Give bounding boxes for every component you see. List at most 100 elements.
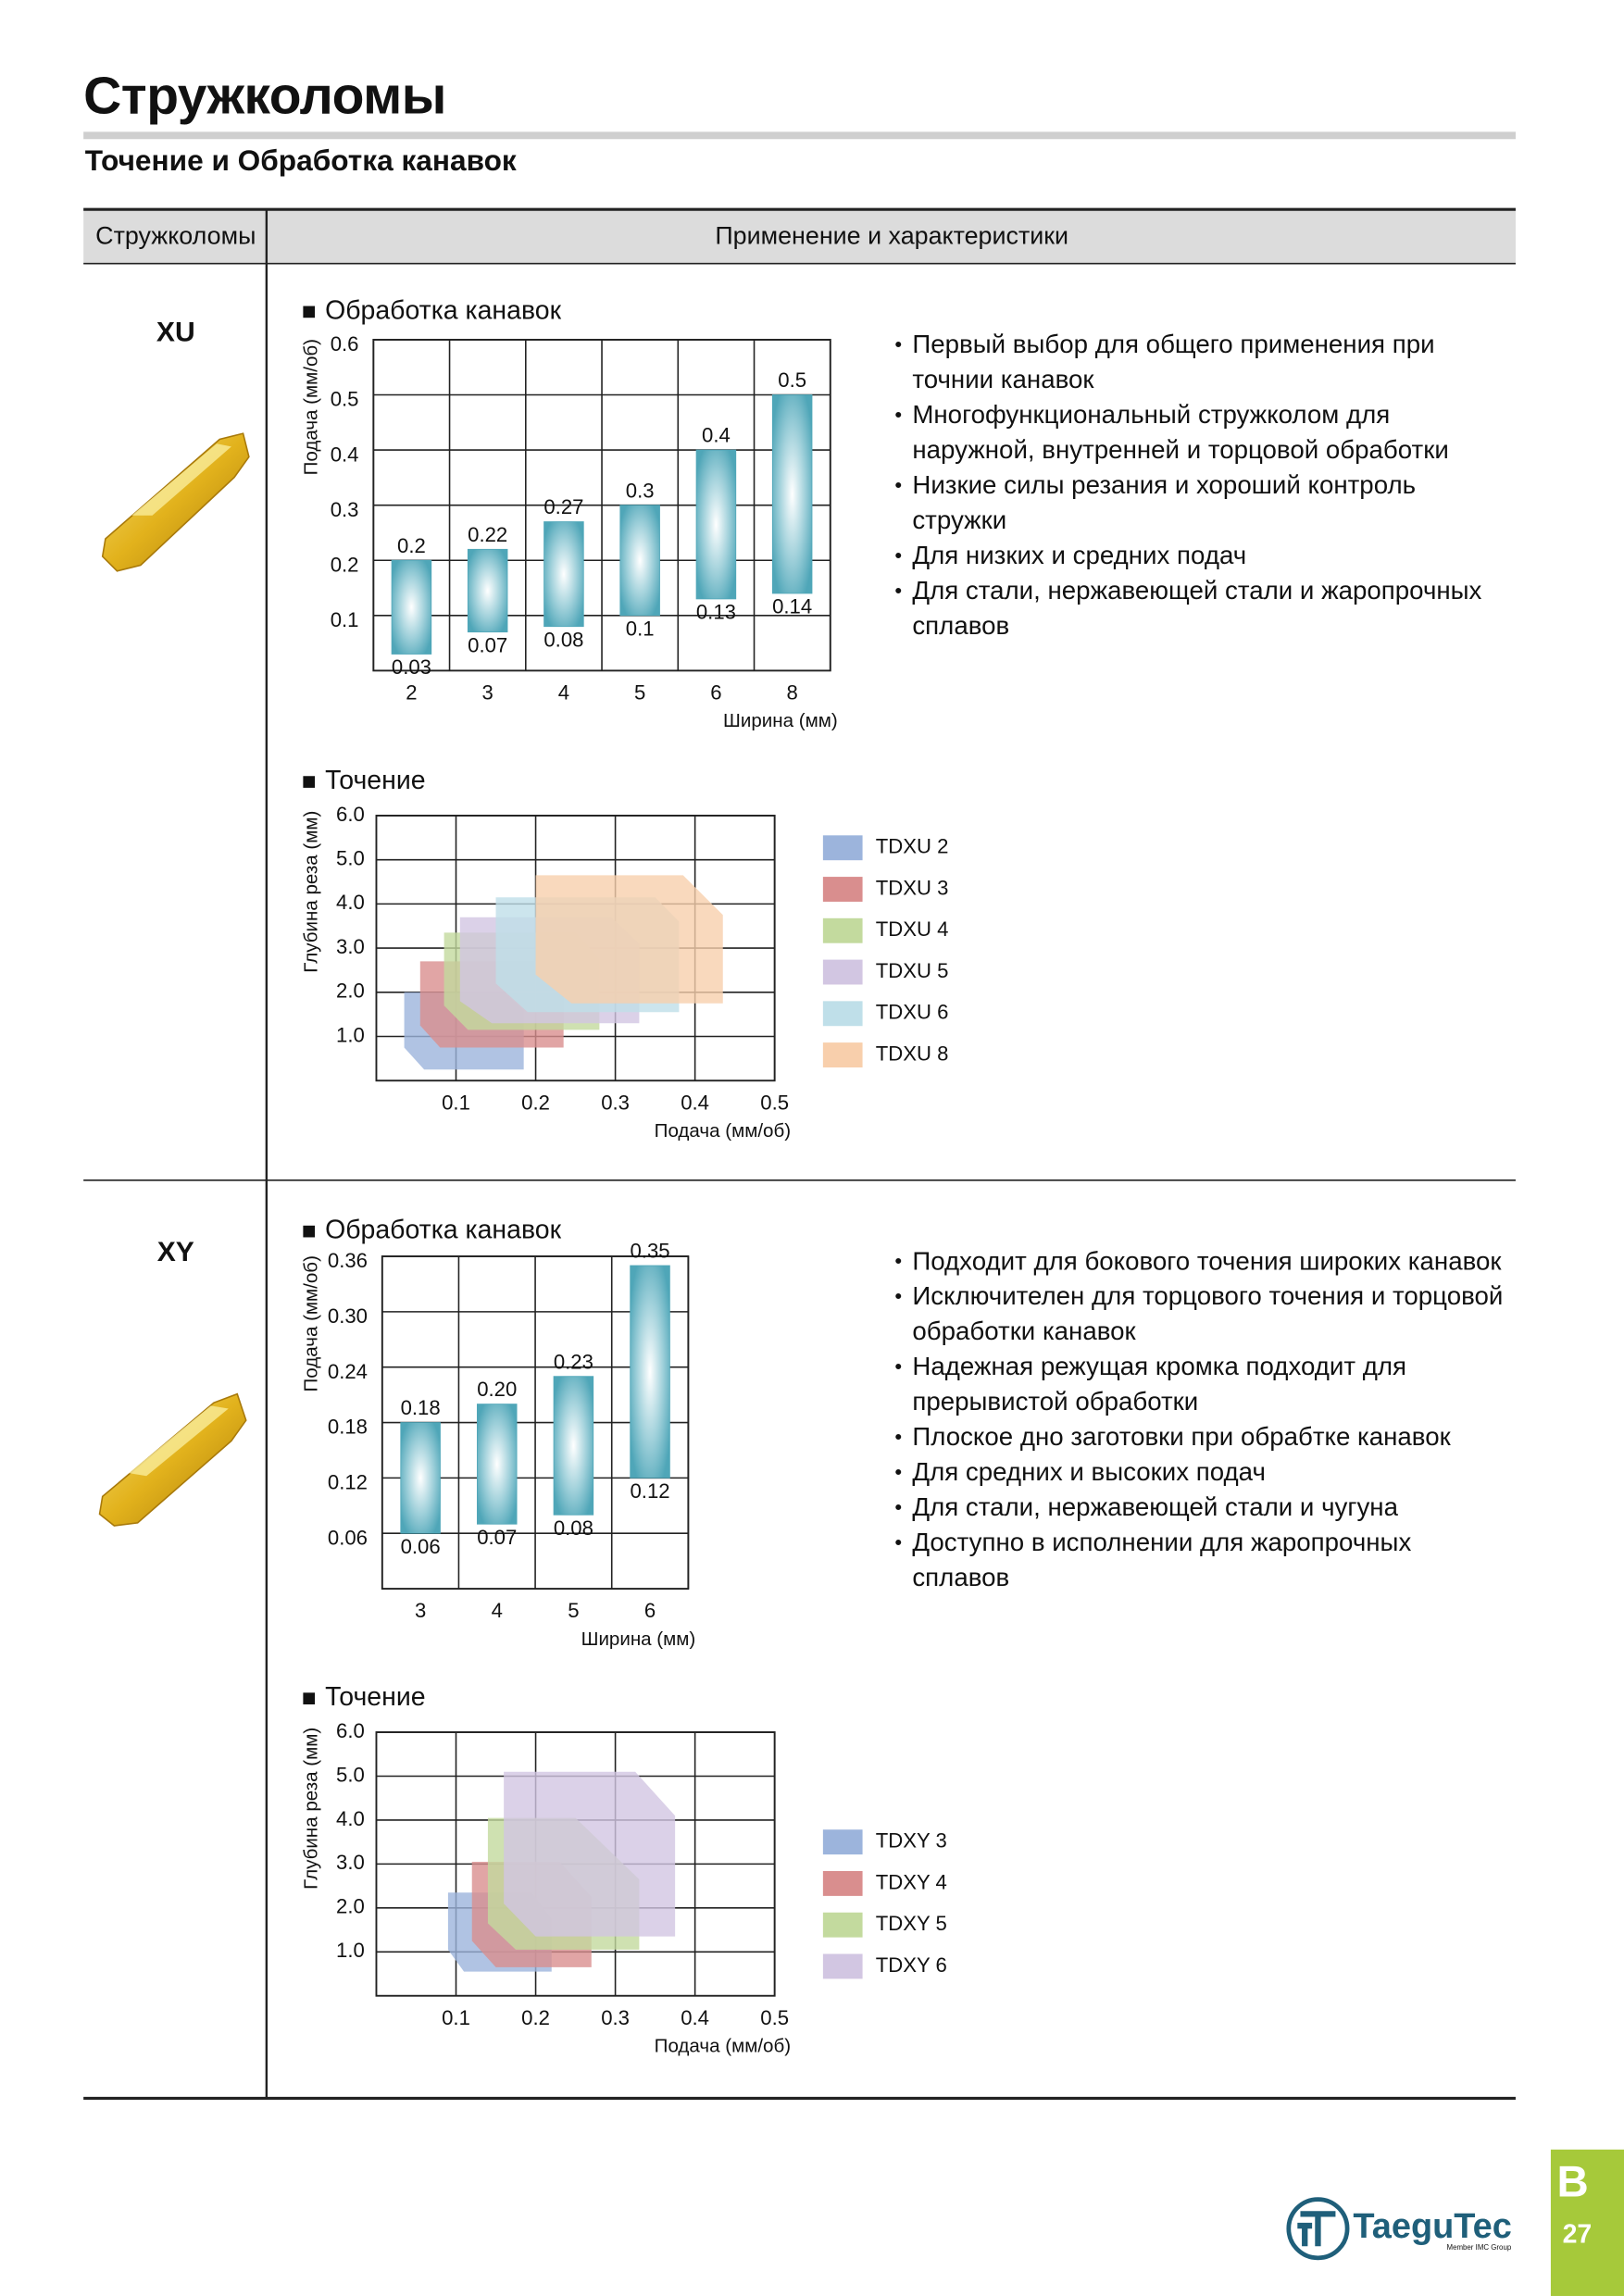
bar-low-label: 0.13 [696, 601, 736, 624]
y-tick-label: 0.5 [331, 388, 359, 411]
legend-swatch [822, 1953, 863, 1979]
y-tick-label: 3.0 [336, 935, 365, 958]
legend-label: TDXY 4 [876, 1870, 947, 1893]
page-subtitle: Точение и Обработка канавок [85, 144, 517, 177]
y-axis-label: Глубина реза (мм) [300, 811, 321, 973]
legend-label: TDXU 2 [876, 835, 949, 858]
plot-frame [375, 815, 776, 1082]
section-title: Точение [325, 1682, 425, 1712]
legend-label: TDXU 4 [876, 917, 949, 941]
y-axis-label: Глубина реза (мм) [300, 1728, 321, 1890]
y-tick-label: 0.6 [331, 332, 359, 356]
bar-low-label: 0.12 [631, 1479, 670, 1503]
x-tick-label: 5 [568, 1599, 579, 1622]
y-tick-label: 1.0 [336, 1023, 365, 1046]
x-tick-label: 4 [558, 681, 569, 705]
x-tick-label: 0.3 [601, 2006, 630, 2029]
x-tick-label: 5 [634, 681, 645, 705]
y-tick-label: 3.0 [336, 1851, 365, 1874]
y-axis-label: Подача (мм/об) [300, 1255, 321, 1391]
x-tick-label: 0.5 [760, 1091, 789, 1114]
x-tick-label: 0.3 [601, 1091, 630, 1114]
plot-frame [372, 338, 831, 672]
x-axis-label: Подача (мм/об) [655, 2036, 791, 2057]
legend-swatch [822, 1001, 863, 1027]
x-tick-label: 6 [644, 1599, 656, 1622]
legend-swatch [822, 1829, 863, 1855]
y-tick-label: 5.0 [336, 847, 365, 870]
row-name: XY [157, 1237, 194, 1267]
section-bullet [303, 1692, 316, 1704]
bar-high-label: 0.4 [702, 424, 731, 447]
range-bar [543, 521, 584, 628]
bar-high-label: 0.20 [477, 1378, 517, 1401]
legend-swatch [822, 959, 863, 985]
legend-label: TDXU 5 [876, 959, 949, 982]
y-tick-label: 0.30 [328, 1304, 368, 1328]
bar-high-label: 0.18 [401, 1396, 441, 1419]
y-tick-label: 0.36 [328, 1249, 368, 1272]
section-title: Обработка канавок [325, 295, 561, 325]
bar-high-label: 0.5 [778, 368, 806, 392]
bar-high-label: 0.23 [554, 1350, 593, 1373]
bar-high-label: 0.27 [543, 495, 583, 518]
feature-item: Для стали, нержавеющей стали и чугуна [894, 1489, 1509, 1524]
y-tick-label: 4.0 [336, 1807, 365, 1830]
table-header: Стружколомы [95, 221, 256, 249]
legend-swatch [822, 835, 863, 861]
bar-high-label: 0.2 [397, 534, 426, 557]
feature-item: Низкие силы резания и хороший контроль с… [894, 468, 1509, 538]
section-letter: B [1557, 2157, 1589, 2206]
x-tick-label: 0.1 [442, 2006, 470, 2029]
range-bar [477, 1404, 518, 1525]
bar-low-label: 0.08 [543, 628, 583, 651]
x-axis-label: Подача (мм/об) [655, 1120, 791, 1142]
x-tick-label: 2 [406, 681, 417, 705]
bar-low-label: 0.1 [626, 617, 655, 640]
section-bullet [303, 306, 316, 318]
application-area [504, 1771, 676, 1937]
y-tick-label: 6.0 [336, 1719, 365, 1742]
application-area [535, 875, 723, 1004]
feature-list: Первый выбор для общего применения при т… [894, 327, 1509, 643]
row-name: XU [156, 318, 195, 348]
y-tick-label: 0.12 [328, 1471, 368, 1494]
y-tick-label: 4.0 [336, 891, 365, 914]
legend-swatch [822, 1042, 863, 1067]
y-tick-label: 0.4 [331, 443, 359, 466]
y-tick-label: 5.0 [336, 1763, 365, 1786]
x-tick-label: 0.4 [681, 2006, 709, 2029]
page-title: Стружколомы [83, 67, 446, 126]
y-tick-label: 0.06 [328, 1526, 368, 1549]
section-bullet [303, 776, 316, 788]
range-bar [619, 505, 660, 617]
range-bar [771, 394, 813, 594]
feature-list: Подходит для бокового точения широких ка… [894, 1243, 1509, 1595]
y-tick-label: 2.0 [336, 980, 365, 1003]
x-tick-label: 0.4 [681, 1091, 709, 1114]
logo-note: Member IMC Group [1447, 2243, 1512, 2252]
x-tick-label: 6 [710, 681, 721, 705]
insert-image [101, 432, 250, 572]
x-tick-label: 0.1 [442, 1091, 470, 1114]
feature-item: Доступно в исполнении для жаропрочных сп… [894, 1524, 1509, 1594]
y-tick-label: 0.2 [331, 553, 359, 576]
legend-label: TDXY 6 [876, 1953, 947, 1977]
x-tick-label: 4 [492, 1599, 503, 1622]
section-bullet [303, 1225, 316, 1238]
x-tick-label: 3 [482, 681, 493, 705]
x-axis-label: Ширина (мм) [581, 1628, 696, 1650]
y-tick-label: 0.3 [331, 498, 359, 521]
x-tick-label: 8 [786, 681, 797, 705]
feature-item: Для низких и средних подач [894, 537, 1509, 572]
table-header-bg [83, 209, 1516, 264]
x-tick-label: 0.5 [760, 2006, 789, 2029]
title-rule [83, 131, 1516, 140]
range-bar [553, 1376, 594, 1516]
y-tick-label: 0.24 [328, 1360, 368, 1383]
bar-low-label: 0.07 [477, 1526, 517, 1549]
range-bar [467, 548, 508, 633]
legend-label: TDXU 3 [876, 876, 949, 899]
